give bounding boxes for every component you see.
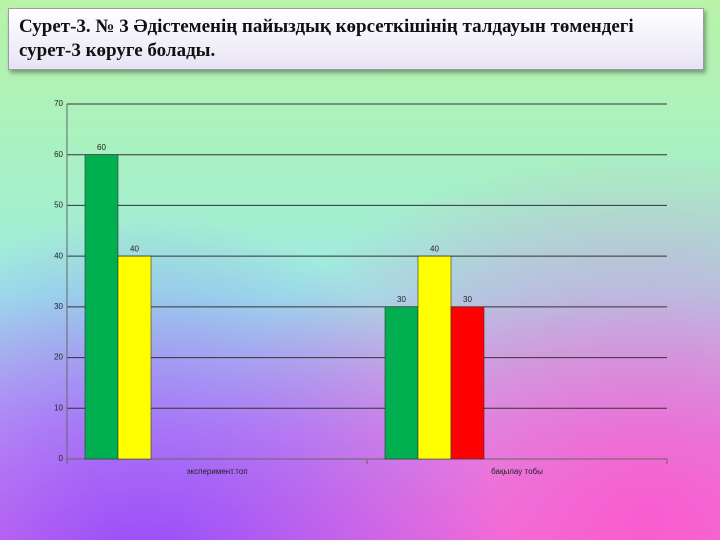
- title-box: Сурет-3. № 3 Әдістеменің пайыздық көрсет…: [8, 8, 704, 70]
- data-label: 40: [430, 244, 439, 253]
- data-label: 30: [463, 295, 472, 304]
- data-label: 30: [397, 295, 406, 304]
- slide-title: Сурет-3. № 3 Әдістеменің пайыздық көрсет…: [19, 16, 634, 61]
- bar: [117, 255, 152, 460]
- bar: [450, 306, 485, 460]
- y-tick-label: 0: [59, 454, 64, 463]
- x-tick-label: бақылау тобы: [491, 467, 543, 476]
- y-tick-label: 30: [54, 302, 63, 311]
- data-label: 40: [130, 244, 139, 253]
- y-tick-label: 20: [54, 353, 63, 362]
- bar: [417, 255, 452, 460]
- y-tick-label: 60: [54, 150, 63, 159]
- bar: [384, 306, 419, 460]
- y-tick-label: 10: [54, 403, 63, 412]
- data-label: 60: [97, 143, 106, 152]
- bar: [84, 154, 119, 460]
- x-tick-label: эксперимент.топ: [186, 467, 247, 476]
- y-tick-label: 50: [54, 201, 63, 210]
- y-tick-label: 70: [54, 99, 63, 108]
- y-tick-label: 40: [54, 251, 63, 260]
